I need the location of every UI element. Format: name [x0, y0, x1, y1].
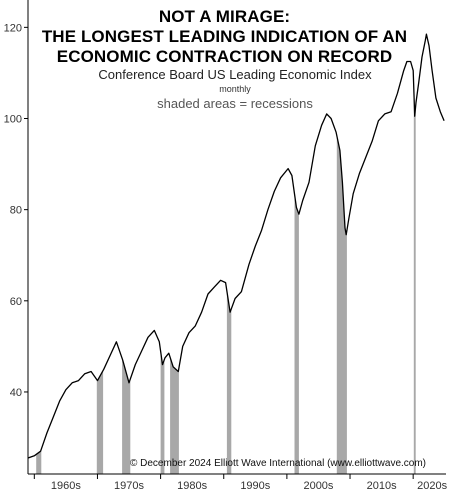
chart-frequency-label: monthly: [219, 84, 251, 94]
recession-band-4: [160, 350, 165, 474]
series-line-group: [27, 33, 445, 459]
chart-title-line-1: NOT A MIRAGE:: [158, 7, 291, 26]
copyright-notice: © December 2024 Elliott Wave Internation…: [130, 458, 427, 469]
recession-band-8: [336, 135, 347, 474]
y-tick-label-60: 60: [10, 296, 22, 308]
x-tick-label-2010s: 2010s: [367, 480, 397, 492]
chart-note: shaded areas = recessions: [157, 96, 313, 111]
chart-subtitle: Conference Board US Leading Economic Ind…: [98, 67, 372, 82]
chart-title-line-2: THE LONGEST LEADING INDICATION OF AN: [41, 27, 408, 46]
y-tick-label-80: 80: [10, 205, 22, 217]
recession-band-3: [122, 358, 131, 474]
recession-band-6: [226, 291, 232, 474]
recession-band-2: [96, 370, 104, 474]
x-tick-label-1980s: 1980s: [177, 480, 207, 492]
y-tick-label-40: 40: [10, 387, 22, 399]
x-tick-label-2000s: 2000s: [303, 480, 333, 492]
x-tick-label-2020s: 2020s: [417, 480, 447, 492]
recession-band-9: [413, 88, 416, 475]
x-tick-label-1970s: 1970s: [114, 480, 144, 492]
y-tick-label-120: 120: [4, 22, 22, 34]
chart-title-line-3: ECONOMIC CONTRACTION ON RECORD: [56, 47, 393, 66]
y-tick-label-100: 100: [4, 114, 22, 126]
x-tick-label-1960s: 1960s: [51, 480, 81, 492]
recession-band-7: [294, 193, 299, 474]
series-line-lei: [27, 33, 445, 459]
recession-band-5: [170, 357, 179, 474]
recession-band-1: [36, 449, 42, 474]
axes: 40 60 80 100 120 1960s 1970s 1980s 1990s 2000s 201…: [4, 0, 448, 492]
x-tick-label-1990s: 1990s: [240, 480, 270, 492]
recession-bands: [36, 88, 416, 475]
